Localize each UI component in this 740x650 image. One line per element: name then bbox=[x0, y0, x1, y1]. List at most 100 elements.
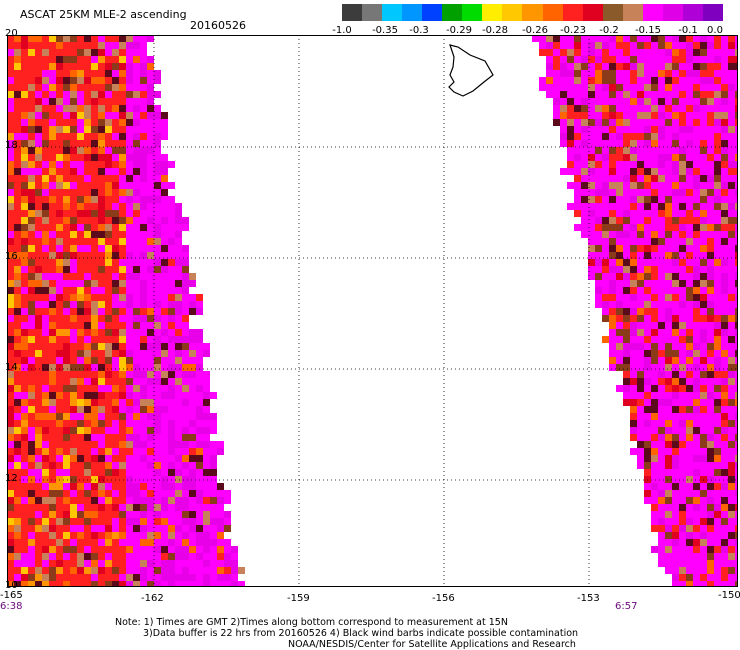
wind-cell bbox=[140, 238, 147, 245]
wind-cell bbox=[672, 112, 679, 119]
wind-cell bbox=[77, 427, 84, 434]
wind-cell bbox=[7, 329, 14, 336]
wind-cell bbox=[14, 35, 21, 42]
wind-cell bbox=[658, 245, 665, 252]
wind-cell bbox=[77, 189, 84, 196]
wind-cell bbox=[693, 448, 700, 455]
wind-cell bbox=[203, 434, 210, 441]
wind-cell bbox=[672, 189, 679, 196]
wind-cell bbox=[686, 175, 693, 182]
wind-cell bbox=[686, 518, 693, 525]
wind-cell bbox=[140, 273, 147, 280]
wind-cell bbox=[686, 140, 693, 147]
wind-cell bbox=[63, 420, 70, 427]
wind-cell bbox=[147, 238, 154, 245]
wind-cell bbox=[28, 238, 35, 245]
wind-cell bbox=[714, 126, 721, 133]
wind-cell bbox=[196, 301, 203, 308]
wind-cell bbox=[693, 210, 700, 217]
wind-cell bbox=[98, 252, 105, 259]
wind-cell bbox=[133, 539, 140, 546]
wind-cell bbox=[112, 378, 119, 385]
wind-cell bbox=[154, 280, 161, 287]
wind-cell bbox=[84, 511, 91, 518]
wind-cell bbox=[658, 490, 665, 497]
wind-cell bbox=[665, 490, 672, 497]
wind-cell bbox=[686, 392, 693, 399]
wind-cell bbox=[35, 154, 42, 161]
wind-cell bbox=[140, 231, 147, 238]
wind-cell bbox=[714, 91, 721, 98]
wind-cell bbox=[35, 350, 42, 357]
wind-cell bbox=[119, 476, 126, 483]
wind-cell bbox=[98, 175, 105, 182]
wind-cell bbox=[105, 490, 112, 497]
wind-cell bbox=[112, 252, 119, 259]
wind-cell bbox=[14, 574, 21, 581]
wind-cell bbox=[112, 315, 119, 322]
wind-cell bbox=[105, 182, 112, 189]
wind-cell bbox=[735, 126, 738, 133]
wind-cell bbox=[42, 91, 49, 98]
wind-cell bbox=[119, 224, 126, 231]
wind-cell bbox=[154, 357, 161, 364]
wind-cell bbox=[42, 581, 49, 587]
wind-cell bbox=[707, 448, 714, 455]
wind-cell bbox=[154, 189, 161, 196]
wind-cell bbox=[112, 483, 119, 490]
wind-cell bbox=[42, 567, 49, 574]
wind-cell bbox=[182, 392, 189, 399]
wind-cell bbox=[651, 315, 658, 322]
wind-cell bbox=[7, 126, 14, 133]
wind-cell bbox=[196, 504, 203, 511]
wind-cell bbox=[154, 504, 161, 511]
wind-cell bbox=[119, 343, 126, 350]
wind-cell bbox=[581, 175, 588, 182]
wind-cell bbox=[56, 490, 63, 497]
wind-cell bbox=[672, 56, 679, 63]
wind-cell bbox=[700, 49, 707, 56]
wind-cell bbox=[623, 140, 630, 147]
wind-cell bbox=[42, 168, 49, 175]
wind-cell bbox=[616, 63, 623, 70]
wind-cell bbox=[686, 385, 693, 392]
wind-cell bbox=[714, 567, 721, 574]
wind-cell bbox=[714, 378, 721, 385]
wind-cell bbox=[105, 217, 112, 224]
wind-cell bbox=[28, 553, 35, 560]
wind-cell bbox=[630, 133, 637, 140]
wind-cell bbox=[14, 126, 21, 133]
wind-cell bbox=[28, 266, 35, 273]
wind-cell bbox=[14, 196, 21, 203]
wind-cell bbox=[721, 406, 728, 413]
wind-cell bbox=[658, 343, 665, 350]
scatterometer-cells bbox=[7, 35, 738, 587]
wind-cell bbox=[189, 448, 196, 455]
wind-cell bbox=[56, 133, 63, 140]
wind-cell bbox=[581, 35, 588, 42]
wind-cell bbox=[126, 532, 133, 539]
wind-cell bbox=[700, 266, 707, 273]
wind-cell bbox=[637, 434, 644, 441]
wind-cell bbox=[70, 511, 77, 518]
wind-cell bbox=[609, 245, 616, 252]
wind-cell bbox=[616, 273, 623, 280]
wind-cell bbox=[21, 504, 28, 511]
wind-cell bbox=[56, 427, 63, 434]
wind-cell bbox=[693, 343, 700, 350]
wind-cell bbox=[728, 469, 735, 476]
wind-cell bbox=[7, 532, 14, 539]
wind-cell bbox=[707, 98, 714, 105]
wind-cell bbox=[693, 483, 700, 490]
wind-cell bbox=[147, 462, 154, 469]
wind-cell bbox=[623, 245, 630, 252]
wind-cell bbox=[665, 147, 672, 154]
wind-cell bbox=[728, 413, 735, 420]
wind-cell bbox=[735, 434, 738, 441]
wind-cell bbox=[63, 525, 70, 532]
wind-cell bbox=[63, 504, 70, 511]
wind-cell bbox=[77, 469, 84, 476]
wind-cell bbox=[28, 497, 35, 504]
wind-cell bbox=[672, 224, 679, 231]
wind-cell bbox=[140, 532, 147, 539]
